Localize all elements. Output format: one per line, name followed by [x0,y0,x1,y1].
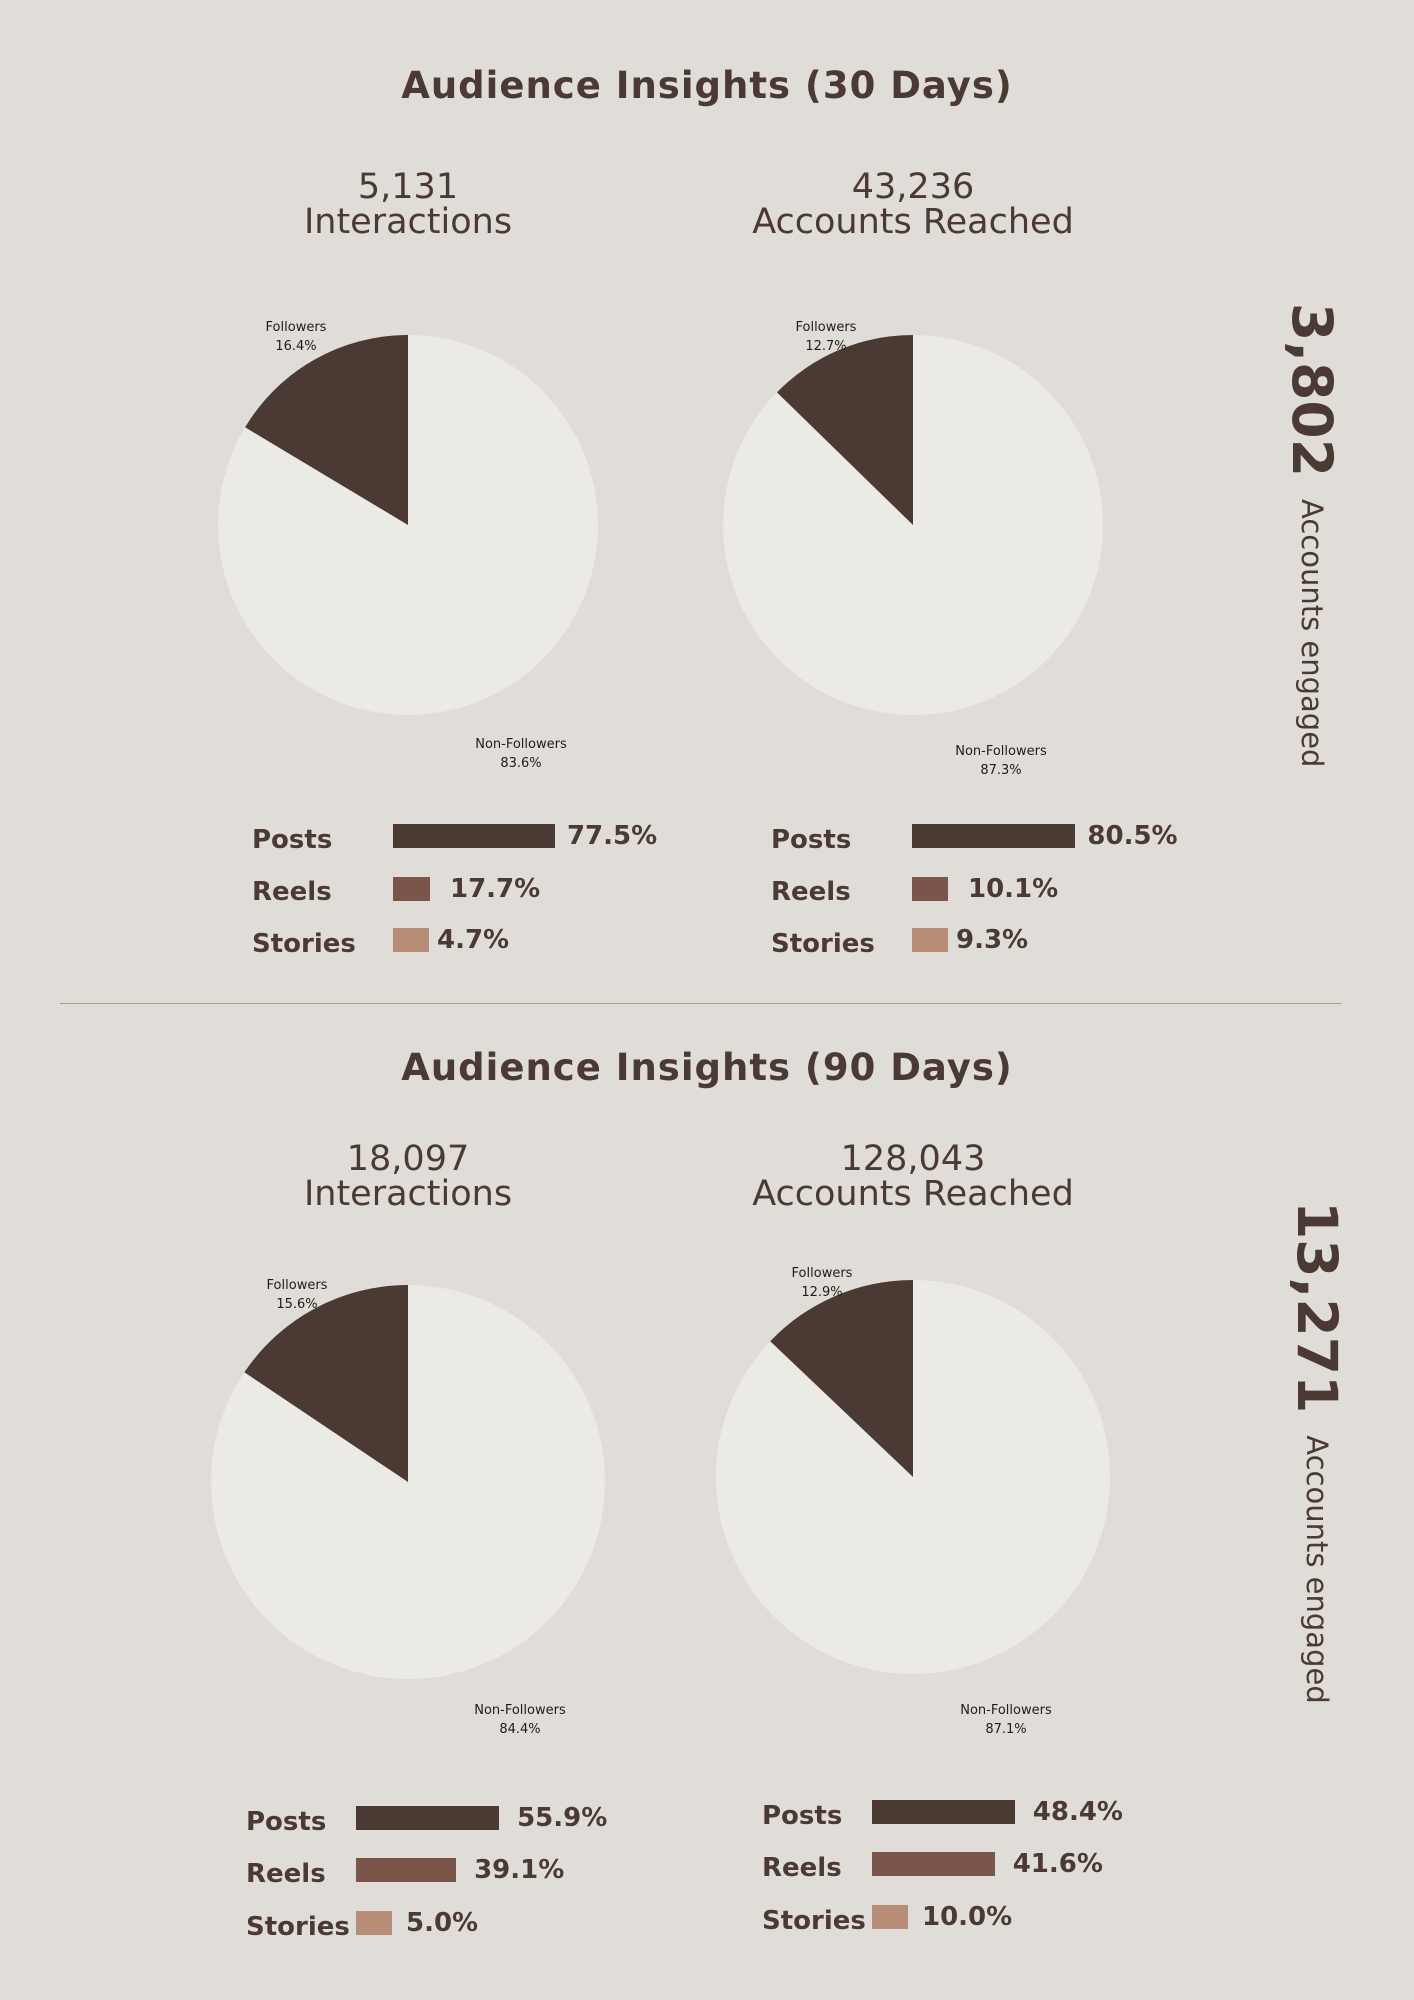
pie-label-followers: Followers 12.7% [741,318,911,356]
pie-label-value: 83.6% [500,756,542,771]
bar-label-stories: Stories [771,929,875,959]
metric-reached-30: 43,236 Accounts Reached [703,170,1123,240]
bar-reels [393,877,430,901]
metric-value: 18,097 [346,1139,470,1179]
metric-value: 43,236 [851,167,975,207]
pie-slice-followers [244,1285,408,1482]
bar-label-reels: Reels [762,1853,842,1883]
metric-value: 5,131 [357,167,459,207]
pie-label-name: Followers [266,1278,328,1293]
metric-label: Accounts Reached [752,1174,1074,1214]
metric-interactions-30: 5,131 Interactions [198,170,618,240]
bar-value-posts: 55.9% [517,1803,608,1833]
metric-label: Interactions [303,202,513,242]
bar-label-reels: Reels [246,1859,326,1889]
pie-label-name: Non-Followers [474,1703,566,1718]
pie-label-name: Followers [265,320,327,335]
bar-posts [872,1800,1015,1824]
bar-label-reels: Reels [252,877,332,907]
bar-label-stories: Stories [252,929,356,959]
metric-value: 128,043 [840,1139,986,1179]
pie-label-value: 15.6% [276,1297,318,1312]
section-title-90-days: Audience Insights (90 Days) [401,1046,1013,1089]
bar-value-reels: 17.7% [449,874,541,904]
pie-label-value: 87.3% [980,763,1022,778]
pie-slice-followers [770,1280,913,1477]
bar-label-posts: Posts [246,1807,327,1837]
pie-label-followers: Followers 15.6% [212,1276,382,1314]
bar-label-posts: Posts [762,1801,843,1831]
section-title-30-days: Audience Insights (30 Days) [401,64,1013,107]
bar-value-stories: 9.3% [956,925,1029,955]
pie-label-non-followers: Non-Followers 84.4% [435,1701,605,1739]
section-divider [60,1003,1342,1004]
bar-value-stories: 10.0% [922,1902,1013,1932]
bar-value-posts: 77.5% [566,821,658,851]
pie-label-name: Non-Followers [960,1703,1052,1718]
bar-reels [356,1858,457,1882]
bar-label-posts: Posts [771,825,852,855]
pie-slice-followers [776,335,913,525]
pie-label-name: Followers [791,1266,853,1281]
metric-reached-90: 128,043 Accounts Reached [703,1142,1123,1212]
pie-slice-followers [245,335,408,525]
pie-label-name: Non-Followers [475,737,567,752]
bar-value-posts: 80.5% [1087,821,1178,851]
bar-label-posts: Posts [252,825,333,855]
pie-label-value: 12.7% [805,339,847,354]
bar-reels [912,877,948,901]
pie-label-non-followers: Non-Followers 87.3% [916,742,1086,780]
metric-interactions-90: 18,097 Interactions [198,1142,618,1212]
bar-value-stories: 5.0% [406,1908,479,1938]
pie-label-value: 12.9% [801,1285,843,1300]
pie-label-non-followers: Non-Followers 87.1% [921,1701,1091,1739]
bar-posts [356,1806,500,1830]
pie-label-followers: Followers 16.4% [211,318,381,356]
pie-label-non-followers: Non-Followers 83.6% [436,735,606,773]
metric-label: Accounts Reached [752,202,1074,242]
bar-label-stories: Stories [246,1912,350,1942]
bar-value-posts: 48.4% [1032,1797,1123,1827]
bar-value-stories: 4.7% [437,925,510,955]
bar-posts [393,824,555,848]
bar-value-reels: 10.1% [968,874,1059,904]
bar-value-reels: 41.6% [1012,1849,1103,1879]
bar-posts [912,824,1076,848]
pie-label-followers: Followers 12.9% [737,1264,907,1302]
bar-label-stories: Stories [762,1906,866,1936]
pie-label-name: Followers [795,320,857,335]
bar-label-reels: Reels [771,877,851,907]
pie-label-value: 84.4% [499,1722,541,1737]
bar-stories [912,928,948,952]
pie-label-value: 87.1% [985,1722,1027,1737]
bar-reels [872,1852,995,1876]
bar-stories [872,1905,908,1929]
pie-label-value: 16.4% [275,339,317,354]
bar-stories [356,1911,392,1935]
pie-label-name: Non-Followers [955,744,1047,759]
metric-label: Interactions [303,1174,513,1214]
bar-stories [393,928,429,952]
bar-value-reels: 39.1% [474,1855,565,1885]
